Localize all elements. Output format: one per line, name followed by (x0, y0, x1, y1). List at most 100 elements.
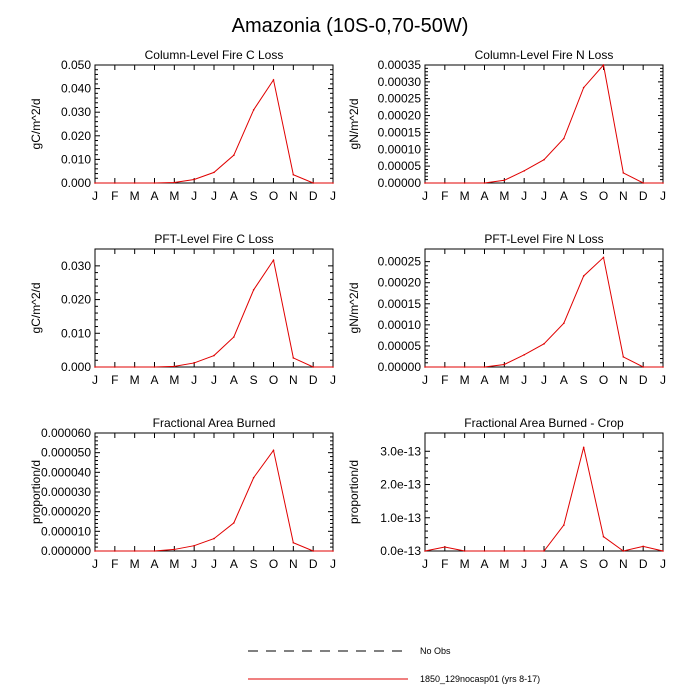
legend: No Obs 1850_129nocasp01 (yrs 8-17) (248, 646, 540, 684)
plot-frame (94, 64, 334, 184)
x-tick-label: J (521, 189, 527, 203)
data-point (272, 449, 275, 452)
x-tick-label: J (521, 373, 527, 387)
y-tick-label: 0.00010 (378, 318, 422, 332)
y-tick-label: 0.000 (61, 360, 91, 374)
x-tick-label: F (441, 373, 448, 387)
data-point (153, 550, 156, 552)
y-tick-label: 0.00015 (378, 297, 422, 311)
data-point (332, 182, 334, 184)
x-tick-label: M (460, 373, 470, 387)
data-point (173, 181, 176, 184)
data-point (233, 336, 235, 338)
data-point (213, 537, 215, 540)
y-tick-label: 0.00010 (378, 142, 422, 156)
x-tick-label: J (92, 557, 98, 571)
x-tick-label: O (269, 557, 278, 571)
series-line (424, 447, 664, 552)
panel-title: PFT-Level Fire C Loss (154, 232, 273, 246)
x-tick-label: J (191, 557, 197, 571)
x-tick-label: A (230, 373, 238, 387)
x-tick-label: J (521, 557, 527, 571)
series-line (95, 258, 333, 368)
data-point (332, 366, 334, 368)
x-tick-label: M (130, 373, 140, 387)
data-point (114, 366, 116, 368)
y-axis-label: gC/m^2/d (29, 283, 43, 334)
data-point (582, 275, 585, 277)
data-point (642, 545, 644, 548)
data-point (94, 366, 96, 368)
x-tick-label: N (289, 373, 298, 387)
data-point (193, 362, 195, 364)
y-tick-label: 0.020 (61, 293, 91, 307)
y-axis-label: proportion/d (347, 460, 361, 524)
x-tick-label: M (169, 557, 179, 571)
panel-title: PFT-Level Fire N Loss (484, 232, 603, 246)
plot-frame (424, 64, 664, 184)
y-tick-label: 0.000060 (41, 426, 91, 440)
x-tick-label: J (330, 189, 336, 203)
x-tick-label: A (560, 373, 568, 387)
data-point (133, 550, 136, 552)
x-tick-label: D (639, 557, 648, 571)
data-point (602, 64, 605, 66)
x-tick-label: N (619, 373, 628, 387)
y-tick-label: 0.030 (61, 259, 91, 273)
x-tick-label: J (92, 189, 98, 203)
y-tick-label: 1.0e-13 (380, 511, 421, 525)
data-point (213, 354, 215, 357)
y-tick-label: 0.040 (61, 82, 91, 96)
x-tick-label: M (460, 557, 470, 571)
panel-title: Fractional Area Burned (153, 416, 276, 430)
data-point (94, 182, 96, 184)
data-point (622, 172, 625, 174)
y-tick-label: 0.000 (61, 176, 91, 190)
y-tick-label: 0.000040 (41, 465, 91, 479)
x-tick-label: A (480, 189, 488, 203)
series-line (95, 449, 333, 552)
x-tick-label: S (580, 373, 588, 387)
x-tick-label: F (111, 557, 118, 571)
y-axis-label: proportion/d (29, 460, 43, 524)
plot-frame (424, 432, 664, 552)
data-point (272, 79, 275, 81)
x-tick-label: J (330, 557, 336, 571)
data-point (543, 343, 545, 345)
data-point (523, 170, 525, 172)
data-point (213, 171, 215, 174)
y-tick-label: 0.010 (61, 152, 91, 166)
data-point (424, 366, 426, 368)
data-point (444, 366, 446, 368)
y-tick-label: 0.00035 (378, 58, 422, 72)
legend-label-no-obs: No Obs (420, 646, 451, 656)
series-line (95, 78, 333, 184)
data-point (233, 154, 235, 156)
y-tick-label: 2.0e-13 (380, 478, 421, 492)
x-tick-label: J (541, 189, 547, 203)
x-tick-label: J (211, 373, 217, 387)
x-tick-label: J (541, 557, 547, 571)
y-axis-label: gN/m^2/d (347, 283, 361, 334)
x-tick-label: M (499, 189, 509, 203)
data-point (292, 541, 295, 544)
x-tick-label: D (309, 373, 318, 387)
y-tick-label: 0.00005 (378, 159, 422, 173)
y-tick-label: 0.000030 (41, 485, 91, 499)
x-tick-label: M (460, 189, 470, 203)
data-point (523, 550, 525, 552)
y-tick-label: 0.050 (61, 58, 91, 72)
data-point (463, 550, 466, 552)
x-tick-label: O (599, 189, 608, 203)
data-point (444, 546, 446, 548)
x-tick-label: M (130, 189, 140, 203)
data-point (662, 550, 664, 552)
y-tick-label: 0.030 (61, 105, 91, 119)
x-tick-label: M (499, 373, 509, 387)
y-tick-label: 0.000010 (41, 524, 91, 538)
data-point (114, 182, 116, 184)
data-point (543, 550, 545, 552)
